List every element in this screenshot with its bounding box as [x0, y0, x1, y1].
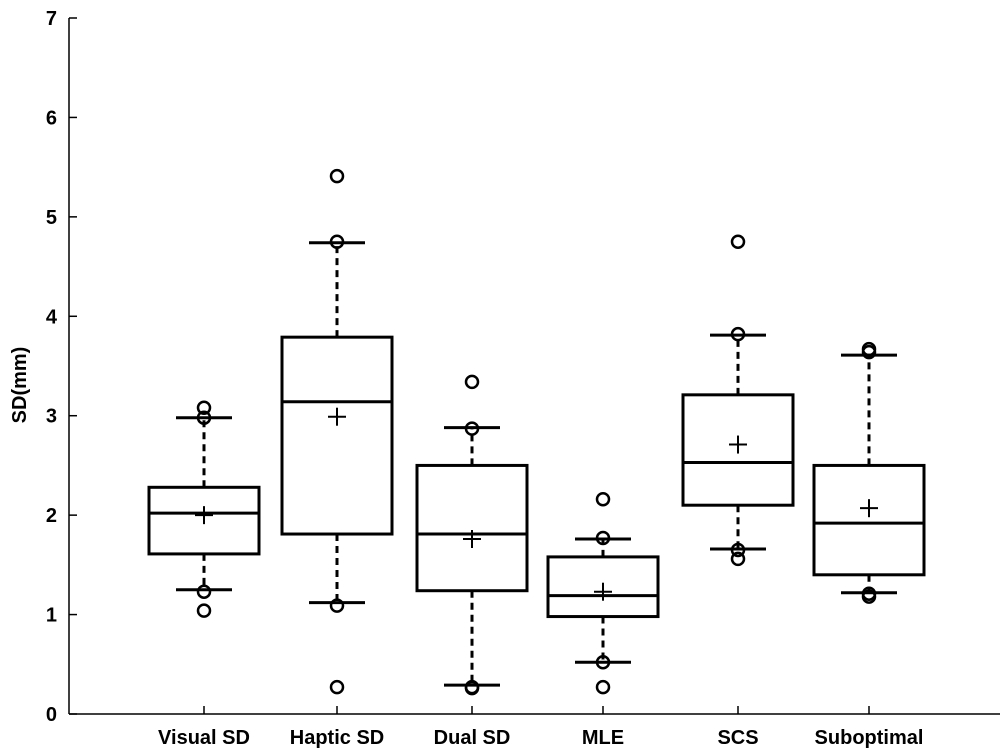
- y-tick-label: 5: [46, 207, 57, 229]
- box-group: [681, 234, 795, 567]
- interquartile-box: [681, 393, 795, 507]
- outlier-point: [329, 598, 345, 613]
- outlier-point: [196, 400, 212, 416]
- y-tick-label: 4: [46, 306, 58, 328]
- x-tick-label: Haptic SD: [290, 727, 384, 749]
- box-group: [280, 168, 394, 695]
- y-tick-label: 6: [46, 107, 57, 129]
- outlier-point: [595, 655, 611, 670]
- y-tick-label: 0: [46, 704, 57, 726]
- x-tick-label: MLE: [582, 727, 624, 749]
- y-tick-label: 2: [46, 505, 57, 527]
- outlier-point: [861, 341, 877, 357]
- outlier-point: [595, 530, 611, 546]
- outlier-point: [329, 679, 345, 695]
- y-axis-title: SD(mm): [9, 347, 31, 424]
- interquartile-box: [812, 463, 926, 577]
- outlier-point: [196, 410, 212, 425]
- outlier-point: [464, 421, 480, 436]
- x-tick-label: SCS: [717, 727, 758, 749]
- outlier-point: [196, 584, 212, 599]
- outlier-point: [730, 542, 746, 558]
- y-tick-label: 7: [46, 8, 57, 30]
- outlier-point: [730, 551, 746, 567]
- outlier-point: [196, 603, 212, 618]
- box-series: [147, 168, 926, 696]
- x-tick-label: Visual SD: [158, 727, 250, 749]
- axes: 0 1 2 3 4 5 6 7 Visual SD Haptic SD Dual SD MLE SCS S…: [46, 8, 1000, 749]
- interquartile-box: [147, 485, 261, 556]
- outlier-point: [595, 491, 611, 507]
- y-tick-label: 3: [46, 406, 57, 428]
- outlier-point: [730, 326, 746, 342]
- outlier-point: [464, 679, 480, 695]
- box-group: [812, 341, 926, 604]
- box-group: [546, 491, 660, 695]
- outlier-point: [329, 234, 345, 249]
- interquartile-box: [280, 335, 394, 536]
- box-group: [415, 374, 529, 696]
- outlier-point: [329, 168, 345, 184]
- box-group: [147, 400, 261, 618]
- x-tick-label: Dual SD: [434, 727, 511, 749]
- outlier-point: [595, 679, 611, 695]
- interquartile-box: [415, 463, 529, 593]
- interquartile-box: [546, 555, 660, 619]
- outlier-point: [730, 234, 746, 249]
- x-tick-label: Suboptimal: [815, 727, 924, 749]
- outlier-point: [861, 586, 877, 601]
- y-tick-label: 1: [46, 605, 57, 627]
- outlier-point: [464, 374, 480, 390]
